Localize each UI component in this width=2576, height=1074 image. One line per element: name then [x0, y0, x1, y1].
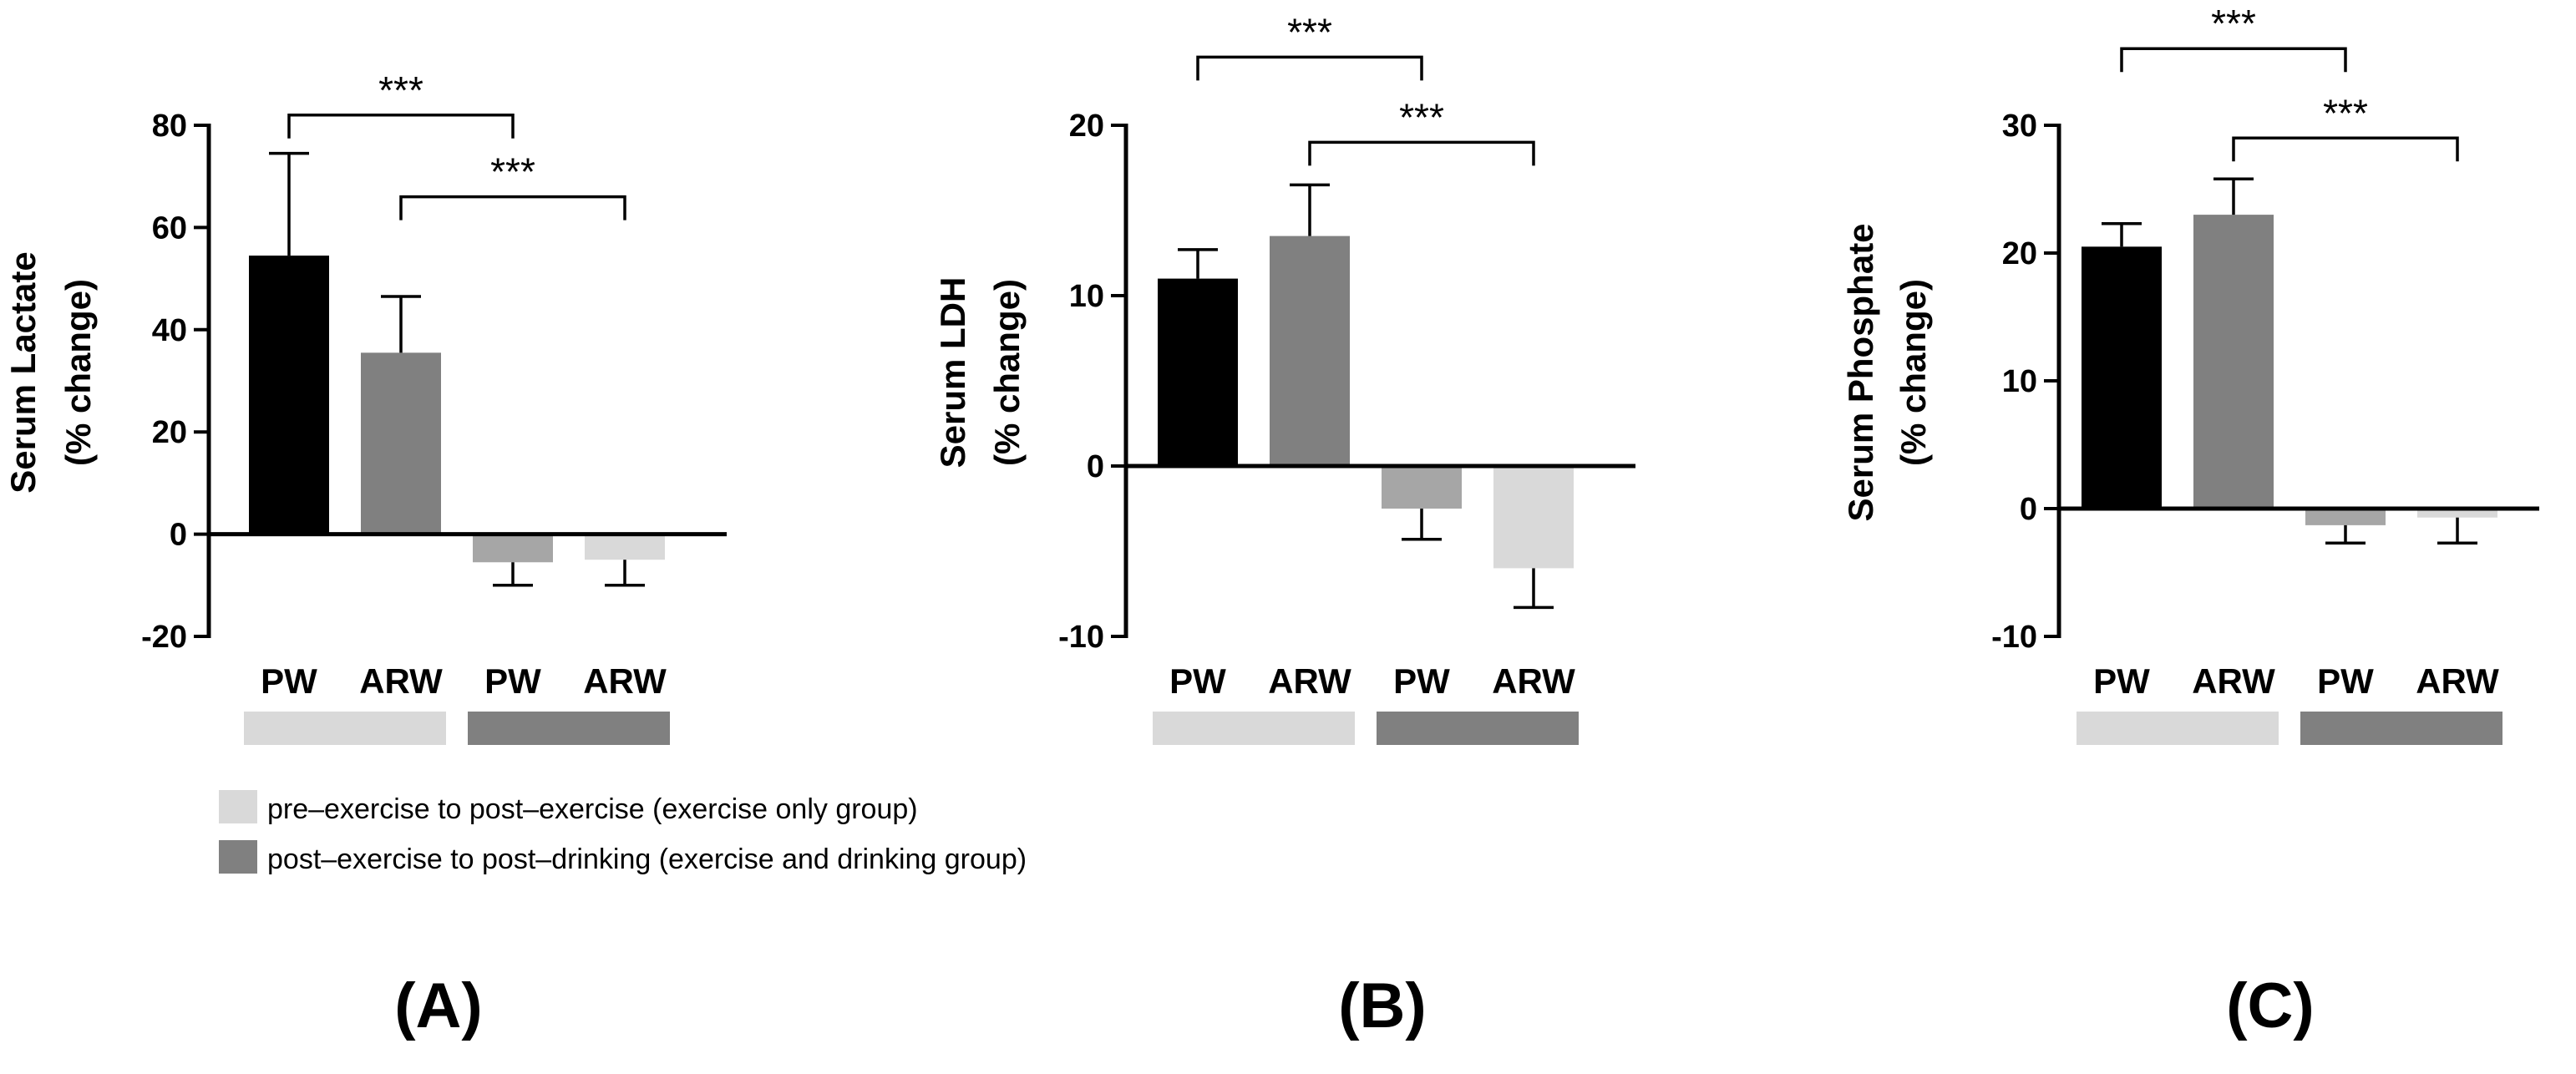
significance-bracket	[1196, 55, 1423, 81]
significance-bracket	[2120, 47, 2347, 73]
y-axis-label: Serum Lactate	[3, 251, 43, 493]
significance-bracket	[2232, 136, 2459, 162]
bar	[585, 534, 665, 560]
category-label: ARW	[583, 661, 667, 701]
bar	[2305, 509, 2386, 525]
legend-swatch-light	[219, 790, 257, 823]
category-label: PW	[484, 661, 541, 701]
significance-label: ***	[2211, 2, 2256, 45]
significance-bracket	[1308, 140, 1535, 166]
chart-panel-b: -10 0 10 20 Serum LDH (% change) PW ARW PW ARW ***…	[933, 10, 1635, 1041]
y-axis-label-units: (% change)	[987, 279, 1027, 466]
bar	[1493, 466, 1574, 569]
chart-panel-c: -10 0 10 20 30 Serum Phosphate (% change) PW ARW…	[1841, 2, 2539, 1041]
panel-label: (A)	[394, 970, 483, 1041]
category-label: ARW	[1492, 661, 1575, 701]
y-tick-label: 20	[2002, 236, 2037, 271]
y-tick-label: 10	[2002, 364, 2037, 399]
y-axis-label-units: (% change)	[1894, 279, 1933, 466]
y-tick-label: 10	[1069, 279, 1104, 314]
category-label: ARW	[1268, 661, 1351, 701]
category-label: PW	[261, 661, 317, 701]
bar	[2193, 215, 2274, 509]
bar	[2082, 246, 2162, 509]
significance-label: ***	[490, 150, 535, 194]
panel-label: (B)	[1338, 970, 1427, 1041]
legend: pre–exercise to post–exercise (exercise …	[219, 790, 1027, 875]
group-bar	[468, 712, 670, 745]
chart-panel-a: -20 0 20 40 60 80 Serum Lactate (% change) PW ARW…	[3, 68, 727, 1041]
significance-label: ***	[1287, 10, 1332, 53]
y-tick-label: 80	[152, 109, 187, 144]
bar	[249, 256, 329, 534]
category-label: ARW	[2192, 661, 2275, 701]
y-tick-label: 0	[1087, 449, 1104, 484]
y-tick-label: 0	[170, 518, 187, 553]
bar	[1270, 236, 1350, 466]
y-tick-label: 20	[1069, 109, 1104, 144]
bar	[1382, 466, 1462, 509]
group-bar	[1377, 712, 1579, 745]
group-bar	[1153, 712, 1355, 745]
category-label: PW	[2317, 661, 2374, 701]
significance-label: ***	[2323, 91, 2368, 134]
significance-label: ***	[378, 68, 423, 112]
category-label: ARW	[2416, 661, 2499, 701]
category-label: PW	[2093, 661, 2150, 701]
category-label: PW	[1393, 661, 1450, 701]
y-tick-label: 0	[2020, 492, 2037, 527]
group-bar	[2077, 712, 2279, 745]
panel-label: (C)	[2226, 970, 2315, 1041]
y-tick-label: -20	[141, 620, 187, 655]
category-label: ARW	[359, 661, 443, 701]
y-tick-label: -10	[1991, 620, 2037, 655]
legend-label-light: pre–exercise to post–exercise (exercise …	[267, 793, 918, 825]
legend-swatch-dark	[219, 840, 257, 874]
y-axis-label-units: (% change)	[58, 279, 98, 466]
significance-bracket	[287, 114, 515, 139]
y-tick-label: 30	[2002, 109, 2037, 144]
group-bar	[244, 712, 446, 745]
y-axis-label: Serum LDH	[933, 277, 972, 469]
y-tick-label: 20	[152, 415, 187, 450]
category-label: PW	[1169, 661, 1226, 701]
bar	[361, 352, 441, 534]
bar	[1158, 278, 1238, 466]
significance-label: ***	[1399, 95, 1444, 139]
y-axis-label: Serum Phosphate	[1841, 223, 1880, 521]
significance-bracket	[399, 195, 626, 220]
y-tick-label: -10	[1058, 620, 1104, 655]
y-tick-label: 40	[152, 313, 187, 348]
bar	[473, 534, 553, 563]
y-tick-label: 60	[152, 210, 187, 246]
bar	[2417, 509, 2497, 518]
group-bar	[2300, 712, 2502, 745]
legend-label-dark: post–exercise to post–drinking (exercise…	[267, 843, 1027, 875]
